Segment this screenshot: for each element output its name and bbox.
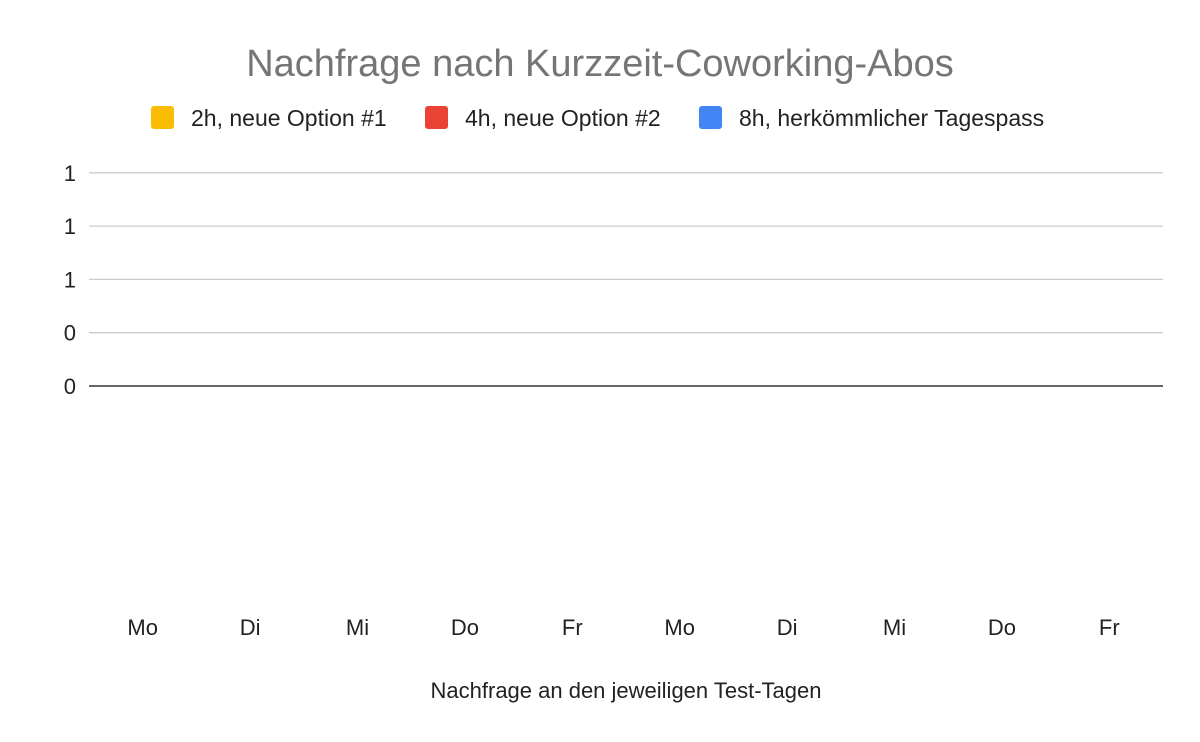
legend-label: 8h, herkömmlicher Tagespass	[739, 105, 1044, 131]
x-axis-title: Nachfrage an den jeweiligen Test-Tagen	[431, 678, 822, 703]
gridlines	[89, 172, 1163, 334]
legend: 2h, neue Option #1 4h, neue Option #2 8h, …	[151, 105, 1044, 131]
x-tick-label: Fr	[562, 615, 583, 640]
x-tick-label: Fr	[1099, 615, 1120, 640]
y-tick-label: 1	[64, 267, 76, 292]
x-tick-label: Di	[777, 615, 798, 640]
y-tick-label: 0	[64, 374, 76, 399]
y-tick-label: 0	[64, 321, 76, 346]
y-axis-tick-labels: 0 0 1 1 1	[64, 161, 76, 399]
y-tick-label: 1	[64, 161, 76, 186]
x-axis-tick-labels: Mo Di Mi Do Fr Mo Di Mi Do Fr	[127, 615, 1119, 640]
x-tick-label: Do	[988, 615, 1016, 640]
legend-swatch	[425, 106, 448, 129]
x-tick-label: Di	[240, 615, 261, 640]
x-tick-label: Mi	[346, 615, 369, 640]
legend-item[interactable]: 4h, neue Option #2	[425, 105, 661, 131]
x-tick-label: Mo	[664, 615, 695, 640]
x-tick-label: Mi	[883, 615, 906, 640]
legend-label: 4h, neue Option #2	[465, 105, 661, 131]
x-tick-label: Do	[451, 615, 479, 640]
legend-label: 2h, neue Option #1	[191, 105, 387, 131]
y-tick-label: 1	[64, 214, 76, 239]
legend-item[interactable]: 2h, neue Option #1	[151, 105, 387, 131]
x-tick-label: Mo	[127, 615, 158, 640]
legend-swatch	[151, 106, 174, 129]
legend-swatch	[699, 106, 722, 129]
legend-item[interactable]: 8h, herkömmlicher Tagespass	[699, 105, 1044, 131]
chart-title: Nachfrage nach Kurzzeit-Coworking-Abos	[246, 43, 954, 85]
